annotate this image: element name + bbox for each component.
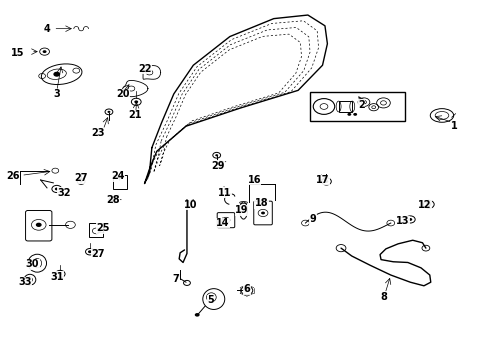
- Text: 6: 6: [243, 284, 250, 294]
- Circle shape: [215, 154, 218, 156]
- Bar: [338, 101, 351, 112]
- Circle shape: [80, 180, 82, 183]
- Circle shape: [426, 203, 430, 206]
- Text: 20: 20: [116, 89, 129, 99]
- Circle shape: [111, 198, 115, 201]
- Circle shape: [134, 100, 138, 103]
- Text: 11: 11: [218, 188, 231, 198]
- Text: 23: 23: [91, 129, 105, 138]
- Text: 32: 32: [57, 188, 71, 198]
- Circle shape: [194, 313, 199, 317]
- Text: 8: 8: [379, 292, 386, 302]
- Text: 26: 26: [6, 171, 20, 181]
- Circle shape: [324, 180, 328, 183]
- Circle shape: [55, 188, 59, 190]
- Circle shape: [261, 212, 264, 215]
- Circle shape: [244, 289, 249, 292]
- Text: 27: 27: [91, 248, 105, 258]
- Text: 27: 27: [74, 173, 88, 183]
- Text: 24: 24: [111, 171, 124, 181]
- Text: 19: 19: [235, 206, 248, 216]
- Bar: [89, 223, 103, 237]
- Text: 14: 14: [215, 218, 229, 228]
- Text: 18: 18: [254, 198, 268, 208]
- Text: 9: 9: [309, 215, 316, 224]
- Circle shape: [346, 113, 350, 116]
- Text: 5: 5: [206, 295, 213, 305]
- Text: 7: 7: [172, 274, 179, 284]
- Text: 25: 25: [96, 224, 110, 233]
- Text: 4: 4: [43, 24, 50, 35]
- Text: 22: 22: [138, 64, 151, 74]
- Text: 1: 1: [450, 121, 457, 131]
- Text: 16: 16: [247, 175, 261, 185]
- Circle shape: [42, 50, 46, 53]
- Text: 13: 13: [395, 216, 409, 226]
- Text: 21: 21: [128, 111, 141, 121]
- Circle shape: [407, 218, 411, 221]
- Text: 29: 29: [210, 161, 224, 171]
- Text: 33: 33: [18, 277, 32, 287]
- Text: 2: 2: [357, 100, 364, 110]
- Circle shape: [58, 273, 62, 275]
- Text: 17: 17: [315, 175, 328, 185]
- Text: 28: 28: [106, 195, 120, 205]
- Text: 30: 30: [25, 259, 39, 269]
- Circle shape: [36, 223, 41, 227]
- Bar: [310, 92, 405, 121]
- Circle shape: [107, 111, 110, 113]
- Text: 10: 10: [184, 200, 197, 210]
- Text: 3: 3: [53, 89, 60, 99]
- Text: 15: 15: [11, 48, 24, 58]
- Circle shape: [352, 113, 356, 116]
- Circle shape: [53, 72, 60, 77]
- Text: 31: 31: [50, 272, 63, 282]
- Bar: [113, 175, 127, 189]
- Text: 12: 12: [417, 200, 431, 210]
- Circle shape: [88, 250, 92, 253]
